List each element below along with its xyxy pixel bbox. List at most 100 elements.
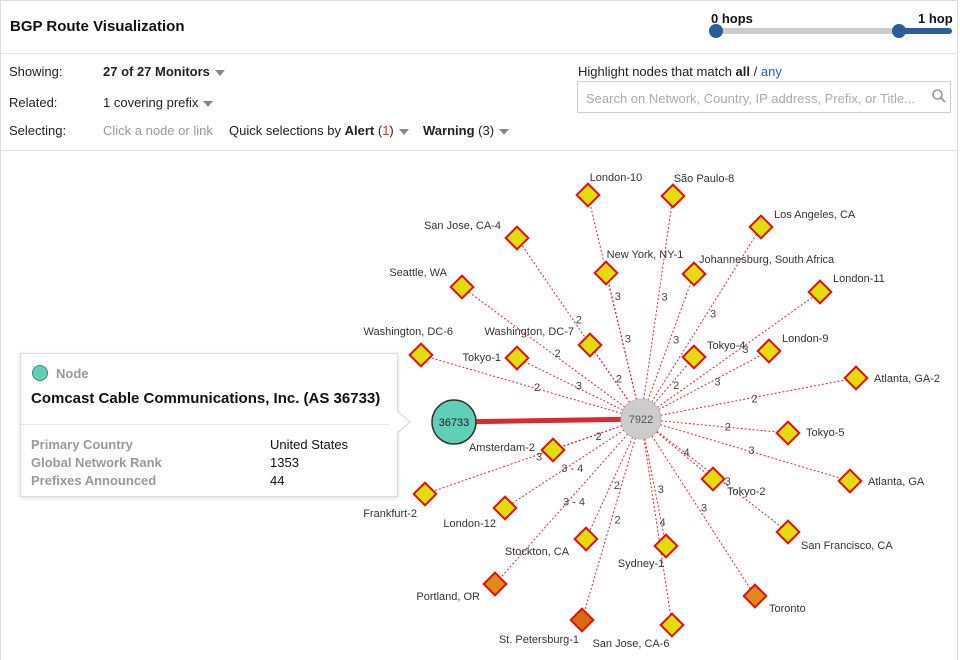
monitor-diamond[interactable] [660, 183, 686, 209]
monitor-diamond[interactable] [837, 468, 863, 494]
origin-node[interactable]: 36733 [431, 399, 477, 445]
showing-label: Showing: [9, 64, 63, 79]
monitor-link[interactable] [640, 418, 789, 434]
monitor-node[interactable]: Amsterdam-2 [469, 437, 566, 463]
monitor-node[interactable]: Johannesburg, South Africa [681, 254, 835, 287]
field-key: Primary Country [31, 437, 133, 452]
hops-slider-track[interactable] [716, 28, 952, 34]
monitor-node[interactable]: Washington, DC-6 [364, 326, 453, 368]
monitor-diamond[interactable] [700, 466, 726, 492]
monitor-node[interactable]: Seattle, WA [389, 267, 475, 300]
monitor-node[interactable]: San Francisco, CA [775, 519, 894, 552]
monitor-label: San Francisco, CA [801, 540, 893, 552]
monitor-diamond[interactable] [843, 365, 869, 391]
monitor-link[interactable] [640, 226, 762, 420]
monitor-node[interactable]: Tokyo-2 [700, 466, 766, 498]
monitor-node[interactable]: St. Petersburg-1 [499, 607, 595, 646]
monitor-link[interactable] [605, 272, 642, 420]
monitor-diamond[interactable] [748, 214, 774, 240]
monitor-node[interactable]: Tokyo-5 [775, 420, 845, 446]
monitor-link[interactable] [640, 418, 851, 482]
monitor-diamond[interactable] [482, 571, 508, 597]
monitor-diamond[interactable] [449, 274, 475, 300]
monitor-label: Washington, DC-6 [364, 326, 453, 338]
search-box[interactable] [577, 81, 951, 113]
alert-quick-select[interactable]: Quick selections by Alert (1) [229, 123, 409, 138]
monitor-link[interactable] [640, 377, 857, 420]
field-value: 44 [270, 473, 285, 488]
monitor-diamond[interactable] [569, 607, 595, 633]
monitor-diamond[interactable] [681, 344, 707, 370]
monitor-link[interactable] [640, 273, 695, 420]
monitor-node[interactable]: London-11 [807, 273, 885, 305]
monitor-node[interactable]: Tokyo-1 [462, 345, 530, 371]
monitor-node[interactable]: Frankfurt-2 [363, 481, 438, 520]
monitor-link[interactable] [494, 418, 642, 585]
monitor-diamond[interactable] [756, 338, 782, 364]
related-dropdown[interactable]: 1 covering prefix [103, 95, 214, 110]
warning-count: (3) [478, 123, 495, 138]
monitor-node[interactable]: Atlanta, GA [837, 468, 925, 494]
monitor-diamond[interactable] [504, 345, 530, 371]
monitor-node[interactable]: Atlanta, GA-2 [843, 365, 940, 391]
monitor-diamond[interactable] [593, 260, 619, 286]
monitor-node[interactable]: Sydney-1 [618, 533, 679, 570]
monitor-node[interactable]: Washington, DC-7 [485, 326, 603, 358]
highlight-any-option[interactable]: any [760, 64, 782, 79]
monitor-diamond[interactable] [504, 225, 530, 251]
field-value: 1353 [270, 455, 299, 470]
monitor-node[interactable]: London-9 [756, 333, 829, 364]
highlight-all-option[interactable]: all [735, 64, 751, 79]
hops-slider-max-handle[interactable] [892, 24, 906, 38]
monitor-node[interactable]: San Jose, CA-6 [592, 612, 685, 650]
monitor-diamond[interactable] [775, 519, 801, 545]
monitor-node[interactable]: New York, NY-1 [593, 249, 684, 286]
monitor-diamond[interactable] [412, 481, 438, 507]
monitor-node[interactable]: Tokyo-4 [681, 340, 746, 370]
monitor-node[interactable]: Stockton, CA [505, 526, 599, 558]
monitor-diamond[interactable] [653, 533, 679, 559]
graph-area: 3 3 3 2 3 3 3 2 2 2 3 2 3 2 2 2 3 3 3 - 4 4 2 3 3 3 - 4 3 2 4 Lond… [0, 151, 958, 660]
monitor-node[interactable]: London-10 [575, 172, 643, 208]
monitor-link[interactable] [640, 195, 674, 420]
hub-node[interactable]: 7922 [620, 398, 662, 440]
showing-dropdown[interactable]: 27 of 27 Monitors [103, 64, 225, 79]
monitor-node[interactable]: London-12 [443, 495, 518, 530]
monitor-link[interactable] [640, 291, 821, 420]
monitor-diamond[interactable] [492, 495, 518, 521]
monitor-link[interactable] [640, 418, 756, 597]
monitor-node[interactable]: San Jose, CA-4 [424, 220, 530, 251]
hub-node-label: 7922 [629, 414, 653, 426]
hops-slider-min-handle[interactable] [709, 24, 723, 38]
monitor-link[interactable] [504, 418, 642, 509]
monitor-link[interactable] [640, 418, 673, 626]
hop-count-label: 3 [742, 344, 748, 356]
monitor-diamond[interactable] [775, 420, 801, 446]
monitor-diamond[interactable] [681, 261, 707, 287]
monitor-diamond[interactable] [575, 182, 601, 208]
monitor-diamond[interactable] [742, 583, 768, 609]
monitor-diamond[interactable] [807, 279, 833, 305]
monitor-label: San Jose, CA-4 [424, 220, 501, 232]
monitor-node[interactable]: Portland, OR [416, 571, 508, 603]
monitor-link[interactable] [640, 418, 667, 547]
monitor-node[interactable]: Toronto [742, 583, 806, 615]
monitor-node[interactable]: Los Angeles, CA [748, 209, 856, 240]
related-value: 1 covering prefix [103, 95, 199, 110]
monitor-link[interactable] [589, 344, 642, 420]
monitor-diamond[interactable] [659, 612, 685, 638]
warning-quick-select[interactable]: Warning (3) [423, 123, 510, 138]
monitor-diamond[interactable] [540, 437, 566, 463]
monitor-diamond[interactable] [408, 342, 434, 368]
search-icon[interactable] [931, 88, 947, 104]
monitor-diamond[interactable] [577, 332, 603, 358]
search-input[interactable] [584, 83, 928, 113]
origin-hub-link[interactable] [453, 416, 642, 425]
monitor-link[interactable] [640, 350, 770, 420]
monitor-link[interactable] [581, 418, 642, 621]
monitor-link[interactable] [461, 286, 642, 420]
monitor-node[interactable]: São Paulo-8 [660, 173, 735, 209]
monitor-label: Los Angeles, CA [774, 209, 856, 221]
monitor-diamond[interactable] [573, 526, 599, 552]
monitor-link[interactable] [516, 357, 642, 420]
